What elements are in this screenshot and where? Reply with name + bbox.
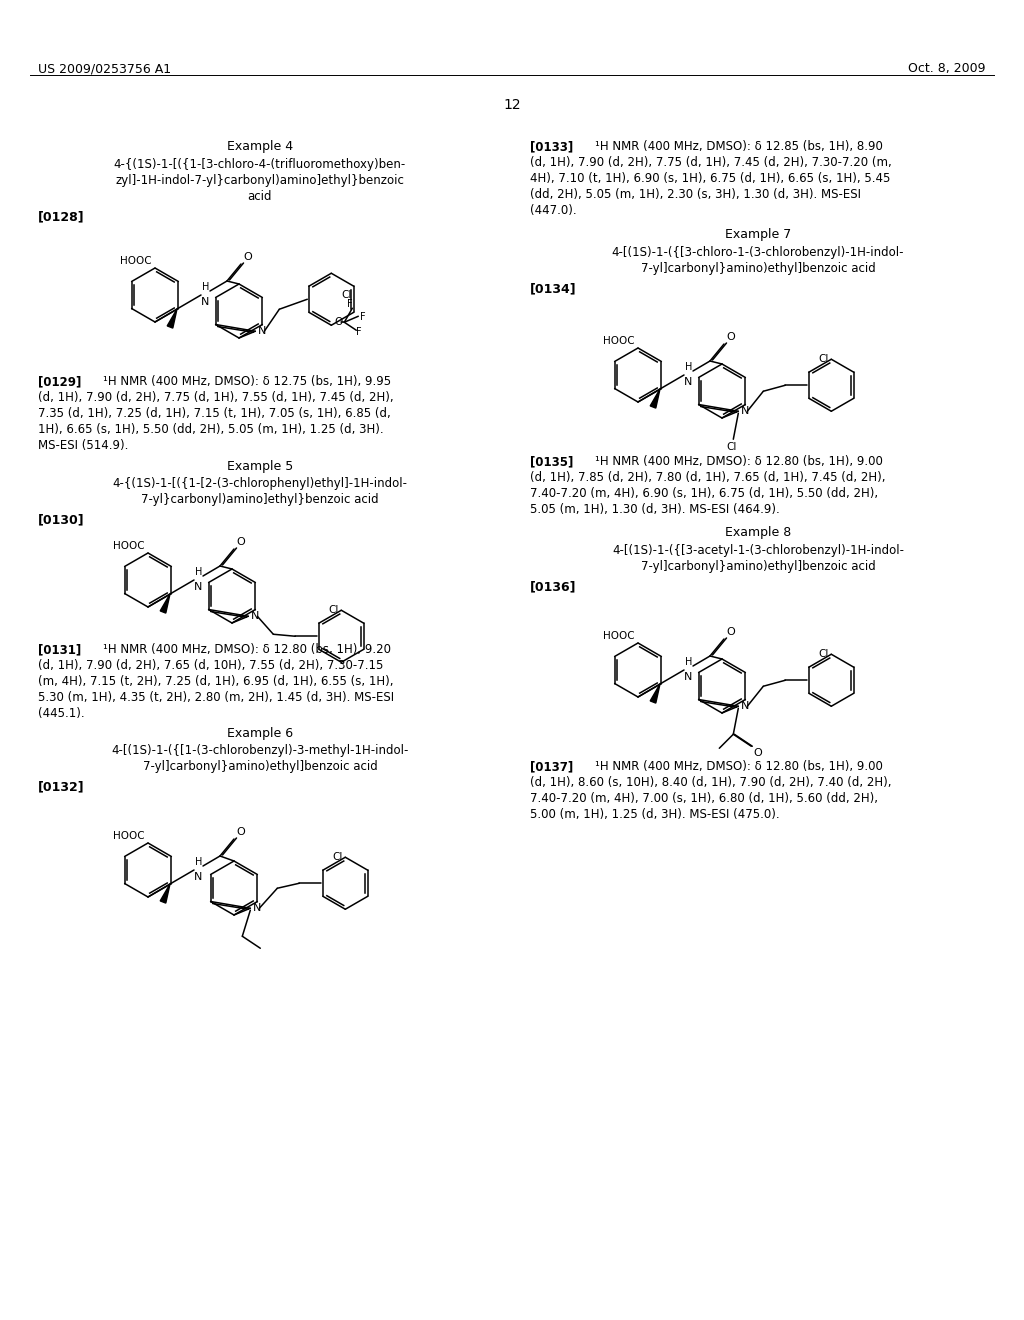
Text: HOOC: HOOC — [603, 337, 635, 346]
Text: HOOC: HOOC — [114, 541, 145, 550]
Polygon shape — [650, 684, 660, 704]
Text: H: H — [195, 568, 203, 577]
Text: ¹H NMR (400 MHz, DMSO): δ 12.85 (bs, 1H), 8.90: ¹H NMR (400 MHz, DMSO): δ 12.85 (bs, 1H)… — [580, 140, 883, 153]
Text: O: O — [726, 333, 735, 342]
Text: 7-yl}carbonyl)amino]ethyl}benzoic acid: 7-yl}carbonyl)amino]ethyl}benzoic acid — [141, 492, 379, 506]
Text: 4H), 7.10 (t, 1H), 6.90 (s, 1H), 6.75 (d, 1H), 6.65 (s, 1H), 5.45: 4H), 7.10 (t, 1H), 6.90 (s, 1H), 6.75 (d… — [530, 172, 891, 185]
Text: (d, 1H), 7.90 (d, 2H), 7.75 (d, 1H), 7.55 (d, 1H), 7.45 (d, 2H),: (d, 1H), 7.90 (d, 2H), 7.75 (d, 1H), 7.5… — [38, 391, 393, 404]
Text: H: H — [202, 282, 209, 292]
Text: [0128]: [0128] — [38, 210, 85, 223]
Text: 7.40-7.20 (m, 4H), 7.00 (s, 1H), 6.80 (d, 1H), 5.60 (dd, 2H),: 7.40-7.20 (m, 4H), 7.00 (s, 1H), 6.80 (d… — [530, 792, 878, 805]
Text: 4-{(1S)-1-[({1-[3-chloro-4-(trifluoromethoxy)ben-: 4-{(1S)-1-[({1-[3-chloro-4-(trifluoromet… — [114, 158, 407, 172]
Text: N: N — [741, 407, 750, 416]
Text: O: O — [754, 748, 762, 758]
Text: HOOC: HOOC — [121, 256, 152, 267]
Text: 5.00 (m, 1H), 1.25 (d, 3H). MS-ESI (475.0).: 5.00 (m, 1H), 1.25 (d, 3H). MS-ESI (475.… — [530, 808, 779, 821]
Text: US 2009/0253756 A1: US 2009/0253756 A1 — [38, 62, 171, 75]
Text: MS-ESI (514.9).: MS-ESI (514.9). — [38, 440, 128, 451]
Text: 12: 12 — [503, 98, 521, 112]
Text: 4-[(1S)-1-({[3-chloro-1-(3-chlorobenzyl)-1H-indol-: 4-[(1S)-1-({[3-chloro-1-(3-chlorobenzyl)… — [611, 246, 904, 259]
Text: Cl: Cl — [818, 649, 828, 659]
Text: (d, 1H), 8.60 (s, 10H), 8.40 (d, 1H), 7.90 (d, 2H), 7.40 (d, 2H),: (d, 1H), 8.60 (s, 10H), 8.40 (d, 1H), 7.… — [530, 776, 892, 789]
Text: Example 4: Example 4 — [227, 140, 293, 153]
Text: [0133]: [0133] — [530, 140, 573, 153]
Text: Cl: Cl — [341, 290, 352, 300]
Text: O: O — [726, 627, 735, 638]
Text: 4-[(1S)-1-({[1-(3-chlorobenzyl)-3-methyl-1H-indol-: 4-[(1S)-1-({[1-(3-chlorobenzyl)-3-methyl… — [112, 744, 409, 756]
Text: (dd, 2H), 5.05 (m, 1H), 2.30 (s, 3H), 1.30 (d, 3H). MS-ESI: (dd, 2H), 5.05 (m, 1H), 2.30 (s, 3H), 1.… — [530, 187, 861, 201]
Text: N: N — [684, 672, 692, 682]
Text: [0131]: [0131] — [38, 643, 81, 656]
Text: Example 5: Example 5 — [227, 459, 293, 473]
Text: N: N — [251, 611, 260, 622]
Text: (445.1).: (445.1). — [38, 708, 85, 719]
Text: [0137]: [0137] — [530, 760, 573, 774]
Text: N: N — [201, 297, 209, 308]
Text: ¹H NMR (400 MHz, DMSO): δ 12.80 (bs, 1H), 9.00: ¹H NMR (400 MHz, DMSO): δ 12.80 (bs, 1H)… — [580, 455, 883, 469]
Text: zyl]-1H-indol-7-yl}carbonyl)amino]ethyl}benzoic: zyl]-1H-indol-7-yl}carbonyl)amino]ethyl}… — [116, 174, 404, 187]
Text: Example 6: Example 6 — [227, 727, 293, 741]
Polygon shape — [650, 389, 660, 408]
Text: H: H — [195, 857, 203, 867]
Text: 7-yl]carbonyl}amino)ethyl]benzoic acid: 7-yl]carbonyl}amino)ethyl]benzoic acid — [142, 760, 378, 774]
Text: N: N — [684, 378, 692, 387]
Text: [0134]: [0134] — [530, 282, 577, 294]
Text: 5.05 (m, 1H), 1.30 (d, 3H). MS-ESI (464.9).: 5.05 (m, 1H), 1.30 (d, 3H). MS-ESI (464.… — [530, 503, 779, 516]
Text: HOOC: HOOC — [603, 631, 635, 642]
Text: N: N — [258, 326, 266, 337]
Text: H: H — [685, 362, 692, 372]
Text: O: O — [243, 252, 252, 261]
Text: ¹H NMR (400 MHz, DMSO): δ 12.80 (bs, 1H), 9.20: ¹H NMR (400 MHz, DMSO): δ 12.80 (bs, 1H)… — [88, 643, 391, 656]
Text: [0136]: [0136] — [530, 579, 577, 593]
Text: Example 7: Example 7 — [725, 228, 792, 242]
Text: N: N — [194, 873, 203, 882]
Polygon shape — [160, 884, 170, 903]
Text: 4-[(1S)-1-({[3-acetyl-1-(3-chlorobenzyl)-1H-indol-: 4-[(1S)-1-({[3-acetyl-1-(3-chlorobenzyl)… — [612, 544, 904, 557]
Text: 1H), 6.65 (s, 1H), 5.50 (dd, 2H), 5.05 (m, 1H), 1.25 (d, 3H).: 1H), 6.65 (s, 1H), 5.50 (dd, 2H), 5.05 (… — [38, 422, 384, 436]
Text: 4-{(1S)-1-[({1-[2-(3-chlorophenyl)ethyl]-1H-indol-: 4-{(1S)-1-[({1-[2-(3-chlorophenyl)ethyl]… — [113, 477, 408, 490]
Text: Example 8: Example 8 — [725, 525, 792, 539]
Text: [0132]: [0132] — [38, 780, 85, 793]
Text: (m, 4H), 7.15 (t, 2H), 7.25 (d, 1H), 6.95 (d, 1H), 6.55 (s, 1H),: (m, 4H), 7.15 (t, 2H), 7.25 (d, 1H), 6.9… — [38, 675, 393, 688]
Text: ¹H NMR (400 MHz, DMSO): δ 12.80 (bs, 1H), 9.00: ¹H NMR (400 MHz, DMSO): δ 12.80 (bs, 1H)… — [580, 760, 883, 774]
Text: Oct. 8, 2009: Oct. 8, 2009 — [908, 62, 986, 75]
Text: F: F — [356, 327, 361, 337]
Text: Cl: Cl — [332, 853, 342, 862]
Text: [0135]: [0135] — [530, 455, 573, 469]
Text: 7.35 (d, 1H), 7.25 (d, 1H), 7.15 (t, 1H), 7.05 (s, 1H), 6.85 (d,: 7.35 (d, 1H), 7.25 (d, 1H), 7.15 (t, 1H)… — [38, 407, 391, 420]
Text: O: O — [334, 317, 343, 327]
Text: 5.30 (m, 1H), 4.35 (t, 2H), 2.80 (m, 2H), 1.45 (d, 3H). MS-ESI: 5.30 (m, 1H), 4.35 (t, 2H), 2.80 (m, 2H)… — [38, 690, 394, 704]
Text: [0130]: [0130] — [38, 513, 85, 525]
Text: N: N — [741, 701, 750, 711]
Text: Cl: Cl — [726, 442, 736, 453]
Polygon shape — [160, 594, 170, 612]
Text: Cl: Cl — [818, 354, 828, 364]
Polygon shape — [167, 309, 177, 329]
Text: 7-yl]carbonyl}amino)ethyl]benzoic acid: 7-yl]carbonyl}amino)ethyl]benzoic acid — [641, 261, 876, 275]
Text: N: N — [194, 582, 203, 591]
Text: (447.0).: (447.0). — [530, 205, 577, 216]
Text: (d, 1H), 7.85 (d, 2H), 7.80 (d, 1H), 7.65 (d, 1H), 7.45 (d, 2H),: (d, 1H), 7.85 (d, 2H), 7.80 (d, 1H), 7.6… — [530, 471, 886, 484]
Text: ¹H NMR (400 MHz, DMSO): δ 12.75 (bs, 1H), 9.95: ¹H NMR (400 MHz, DMSO): δ 12.75 (bs, 1H)… — [88, 375, 391, 388]
Text: [0129]: [0129] — [38, 375, 81, 388]
Text: O: O — [236, 828, 245, 837]
Text: Cl: Cl — [328, 606, 338, 615]
Text: H: H — [685, 657, 692, 667]
Text: (d, 1H), 7.90 (d, 2H), 7.65 (d, 10H), 7.55 (d, 2H), 7.30-7.15: (d, 1H), 7.90 (d, 2H), 7.65 (d, 10H), 7.… — [38, 659, 383, 672]
Text: O: O — [236, 537, 245, 546]
Text: F: F — [347, 300, 353, 309]
Text: 7-yl]carbonyl}amino)ethyl]benzoic acid: 7-yl]carbonyl}amino)ethyl]benzoic acid — [641, 560, 876, 573]
Text: (d, 1H), 7.90 (d, 2H), 7.75 (d, 1H), 7.45 (d, 2H), 7.30-7.20 (m,: (d, 1H), 7.90 (d, 2H), 7.75 (d, 1H), 7.4… — [530, 156, 892, 169]
Text: acid: acid — [248, 190, 272, 203]
Text: N: N — [253, 903, 262, 913]
Text: HOOC: HOOC — [114, 832, 145, 841]
Text: F: F — [360, 313, 366, 322]
Text: 7.40-7.20 (m, 4H), 6.90 (s, 1H), 6.75 (d, 1H), 5.50 (dd, 2H),: 7.40-7.20 (m, 4H), 6.90 (s, 1H), 6.75 (d… — [530, 487, 879, 500]
